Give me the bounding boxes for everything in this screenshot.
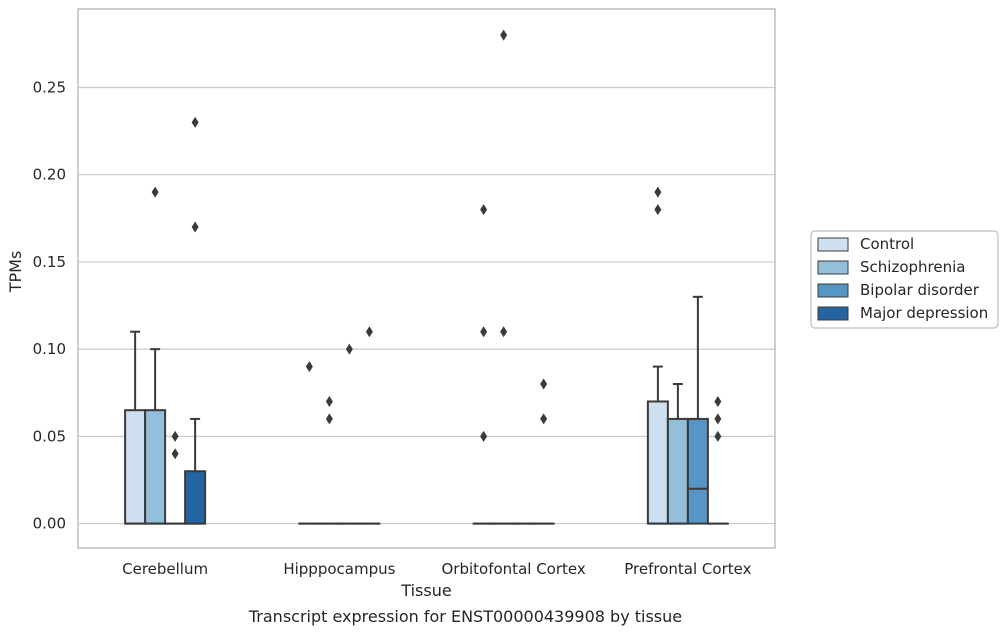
box [184,470,207,525]
y-axis-title: TPMs [6,251,25,294]
legend-swatch [817,237,849,252]
legend-label: Major depression [860,304,988,322]
outlier-point [171,448,179,460]
outlier-point [500,29,508,41]
legend-box [810,230,999,329]
box-major-depression [532,378,555,525]
y-tick-label: 0.20 [33,166,66,184]
box [144,409,167,525]
box-schizophrenia [318,395,341,525]
outlier-point [480,204,488,216]
outlier-point [540,413,548,425]
outlier-point [151,186,159,198]
legend-swatch [817,283,849,298]
box-control [472,204,495,525]
box-bipolar-disorder [338,343,361,525]
x-tick-labels: Cerebellum Hipppocampus Orbitofontal Corte… [122,560,751,578]
x-tick-label: Orbitofontal Cortex [442,560,586,578]
x-tick-label: Hipppocampus [283,560,395,578]
box-control [298,361,321,525]
box-schizophrenia [492,29,515,525]
box [124,409,147,525]
box [686,417,709,525]
outlier-point [480,430,488,442]
outlier-point [714,413,722,425]
x-tick-label: Cerebellum [122,560,208,578]
box-bipolar-disorder [164,430,187,525]
box [646,400,669,525]
legend-label: Control [860,235,914,253]
legend-label: Bipolar disorder [860,281,980,299]
y-tick-label: 0.00 [33,515,66,533]
legend-swatch [817,260,849,275]
box-major-depression [184,116,207,525]
y-tick-labels: 0.00 0.05 0.10 0.15 0.20 0.25 [33,78,66,532]
outlier-point [654,204,662,216]
y-tick-label: 0.10 [33,340,66,358]
y-tick-label: 0.15 [33,253,66,271]
outlier-point [191,221,199,233]
legend-swatch [817,306,849,321]
box-schizophrenia [144,186,167,525]
outlier-point [171,430,179,442]
outlier-point [325,395,333,407]
outlier-point [191,116,199,128]
box-bipolar-disorder [686,295,709,525]
box-schizophrenia [666,383,689,525]
outlier-point [365,326,373,338]
legend-label: Schizophrenia [860,258,965,276]
y-tick-label: 0.05 [33,427,66,445]
legend: Control Schizophrenia Bipolar disorder Majo… [810,230,999,329]
box-major-depression [358,326,381,525]
y-tick-label: 0.25 [33,78,66,96]
x-tick-label: Prefrontal Cortex [624,560,751,578]
x-axis-title: Tissue [400,581,451,600]
box-major-depression [706,395,729,525]
outlier-point [714,430,722,442]
outlier-point [480,326,488,338]
box-control [646,186,669,525]
outlier-point [345,343,353,355]
outlier-point [500,326,508,338]
outlier-point [714,395,722,407]
outlier-point [540,378,548,390]
box-plots [124,29,729,525]
plot-frame [77,8,776,549]
box [666,417,689,525]
outlier-point [654,186,662,198]
box-control [124,330,147,525]
outlier-point [325,413,333,425]
outlier-point [305,361,313,373]
chart-caption: Transcript expression for ENST0000043990… [248,607,682,626]
